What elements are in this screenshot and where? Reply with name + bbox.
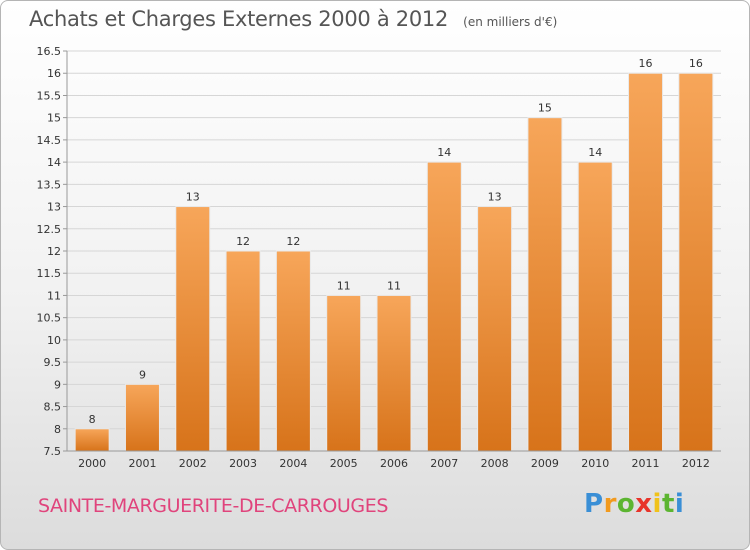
bar-2009 — [527, 117, 563, 452]
value-label: 16 — [639, 57, 653, 70]
value-label: 11 — [387, 279, 401, 292]
bar-2005 — [326, 294, 362, 452]
y-tick-label: 12.5 — [37, 223, 62, 236]
value-labels: 8 9 13 12 12 11 11 14 13 15 14 16 16 — [89, 57, 703, 426]
y-tick-label: 13.5 — [37, 178, 62, 191]
bar-2010 — [577, 161, 613, 452]
x-tick-label: 2000 — [78, 457, 106, 470]
y-tick-label: 10.5 — [37, 312, 62, 325]
bar-2008 — [477, 206, 513, 452]
bar-2002 — [175, 206, 211, 452]
value-label: 15 — [538, 102, 552, 115]
chart-title: Achats et Charges Externes 2000 à 2012 — [29, 7, 449, 31]
bar-2007 — [426, 161, 462, 452]
value-label: 11 — [337, 279, 351, 292]
bar-2012 — [678, 72, 714, 452]
y-tick-label: 7.5 — [44, 445, 62, 458]
y-tick-label: 13 — [47, 201, 61, 214]
y-tick-label: 9 — [54, 378, 61, 391]
x-tick-label: 2006 — [380, 457, 408, 470]
value-label: 12 — [236, 235, 250, 248]
y-tick-label: 12 — [47, 245, 61, 258]
bars — [74, 72, 714, 452]
bar-2006 — [376, 294, 412, 452]
value-label: 16 — [689, 57, 703, 70]
value-label: 9 — [139, 368, 146, 381]
y-tick-label: 15.5 — [37, 89, 62, 102]
y-tick-label: 14.5 — [37, 134, 62, 147]
x-tick-label: 2007 — [430, 457, 458, 470]
value-label: 13 — [186, 191, 200, 204]
x-tick-label: 2002 — [179, 457, 207, 470]
value-label: 13 — [488, 191, 502, 204]
value-label: 14 — [437, 146, 451, 159]
bar-2003 — [225, 250, 261, 452]
x-tick-label: 2008 — [481, 457, 509, 470]
y-tick-label: 11.5 — [37, 267, 62, 280]
x-tick-label: 2005 — [330, 457, 358, 470]
y-tick-label: 8 — [54, 423, 61, 436]
x-axis-ticks: 2000 2001 2002 2003 2004 2005 2006 2007 2008 2009… — [78, 457, 710, 470]
x-tick-label: 2011 — [632, 457, 660, 470]
chart-unit: (en milliers d'€) — [463, 15, 558, 29]
y-tick-label: 9.5 — [44, 356, 62, 369]
x-tick-label: 2004 — [279, 457, 307, 470]
y-tick-label: 11 — [47, 289, 61, 302]
bar-2000 — [74, 428, 110, 452]
y-tick-label: 10 — [47, 334, 61, 347]
bar-2011 — [628, 72, 664, 452]
chart-title-block: Achats et Charges Externes 2000 à 2012 (… — [29, 7, 557, 31]
value-label: 8 — [89, 413, 96, 426]
y-tick-label: 16 — [47, 67, 61, 80]
x-tick-label: 2001 — [128, 457, 156, 470]
value-label: 12 — [286, 235, 300, 248]
x-tick-label: 2003 — [229, 457, 257, 470]
bar-2001 — [124, 383, 160, 452]
value-label: 14 — [588, 146, 602, 159]
y-tick-label: 8.5 — [44, 401, 62, 414]
y-axis-ticks: 7.5 8 8.5 9 9.5 10 10.5 11 11.5 12 12.5 13 13.5 14 14.… — [37, 45, 721, 458]
x-tick-label: 2010 — [581, 457, 609, 470]
x-tick-label: 2012 — [682, 457, 710, 470]
y-tick-label: 15 — [47, 112, 61, 125]
commune-name: SAINTE-MARGUERITE-DE-CARROUGES — [38, 495, 389, 517]
proxiti-logo[interactable]: Proxiti — [584, 489, 685, 519]
x-tick-label: 2009 — [531, 457, 559, 470]
bar-2004 — [275, 250, 311, 452]
y-tick-label: 16.5 — [37, 45, 62, 58]
y-tick-label: 14 — [47, 156, 61, 169]
